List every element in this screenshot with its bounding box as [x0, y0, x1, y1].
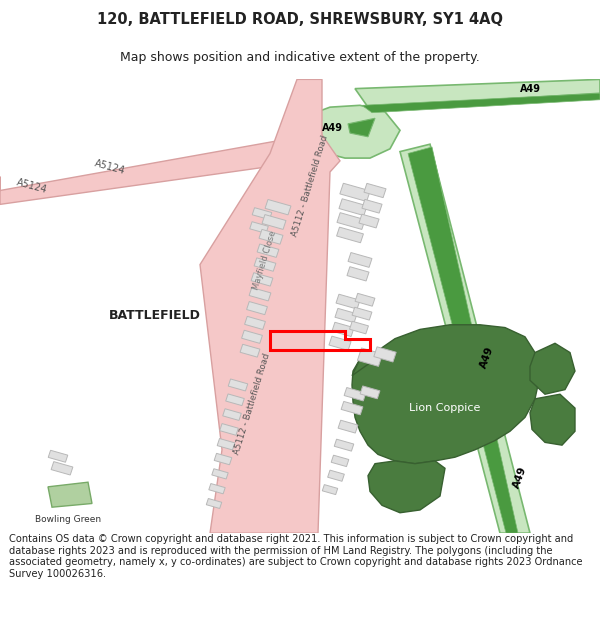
Polygon shape [51, 462, 73, 475]
Polygon shape [206, 499, 222, 509]
Polygon shape [48, 450, 68, 462]
Text: A5124: A5124 [16, 177, 49, 195]
Polygon shape [340, 183, 370, 201]
Polygon shape [328, 470, 344, 481]
Polygon shape [335, 308, 357, 322]
Text: A5124: A5124 [94, 159, 127, 176]
Polygon shape [223, 409, 241, 421]
Text: A49: A49 [322, 122, 343, 132]
Polygon shape [214, 453, 232, 465]
Polygon shape [212, 469, 228, 479]
Polygon shape [228, 379, 248, 391]
Polygon shape [0, 137, 320, 204]
Text: Map shows position and indicative extent of the property.: Map shows position and indicative extent… [120, 51, 480, 64]
Polygon shape [352, 325, 540, 464]
Text: 120, BATTLEFIELD ROAD, SHREWSBURY, SY1 4AQ: 120, BATTLEFIELD ROAD, SHREWSBURY, SY1 4… [97, 12, 503, 28]
Polygon shape [374, 347, 396, 362]
Polygon shape [226, 394, 244, 406]
Polygon shape [48, 482, 92, 508]
Text: Contains OS data © Crown copyright and database right 2021. This information is : Contains OS data © Crown copyright and d… [9, 534, 583, 579]
Polygon shape [348, 118, 375, 137]
Polygon shape [250, 222, 268, 233]
Polygon shape [334, 439, 354, 451]
Polygon shape [262, 214, 286, 229]
Polygon shape [350, 321, 368, 334]
Text: A49: A49 [520, 84, 541, 94]
Polygon shape [245, 316, 265, 329]
Polygon shape [337, 213, 365, 229]
Polygon shape [530, 343, 575, 394]
Text: A49: A49 [511, 465, 529, 490]
Polygon shape [217, 439, 235, 450]
Polygon shape [265, 199, 291, 215]
Polygon shape [362, 93, 600, 112]
Polygon shape [339, 199, 367, 216]
Polygon shape [209, 484, 225, 494]
Polygon shape [344, 388, 366, 401]
Polygon shape [358, 348, 383, 366]
Polygon shape [240, 344, 260, 357]
Polygon shape [242, 330, 262, 343]
Text: Mayfield Close: Mayfield Close [252, 229, 278, 291]
Polygon shape [331, 455, 349, 467]
Polygon shape [249, 288, 271, 301]
Polygon shape [400, 144, 530, 533]
Polygon shape [336, 294, 360, 309]
Text: A5112 - Battlefield Road: A5112 - Battlefield Road [232, 352, 272, 455]
Polygon shape [259, 229, 283, 244]
Polygon shape [254, 258, 276, 271]
Polygon shape [408, 147, 518, 533]
Polygon shape [329, 336, 351, 351]
Polygon shape [359, 214, 379, 228]
Polygon shape [332, 322, 354, 336]
Polygon shape [360, 386, 380, 399]
Polygon shape [200, 79, 340, 533]
Polygon shape [352, 352, 378, 376]
Polygon shape [530, 394, 575, 445]
Polygon shape [368, 461, 445, 512]
Polygon shape [348, 253, 372, 268]
Polygon shape [251, 272, 273, 286]
Polygon shape [257, 244, 279, 258]
Polygon shape [247, 301, 268, 314]
Polygon shape [305, 105, 400, 158]
Polygon shape [347, 267, 369, 281]
Polygon shape [355, 293, 375, 306]
Polygon shape [364, 183, 386, 198]
Text: Bowling Green: Bowling Green [35, 514, 101, 524]
Polygon shape [355, 79, 600, 107]
Text: A49: A49 [478, 345, 496, 369]
Polygon shape [362, 199, 382, 213]
Text: A5112 - Battlefield Road: A5112 - Battlefield Road [290, 134, 330, 238]
Polygon shape [252, 208, 272, 219]
Polygon shape [322, 484, 338, 494]
Polygon shape [338, 420, 358, 433]
Polygon shape [220, 424, 238, 435]
Polygon shape [352, 308, 372, 320]
Text: Lion Coppice: Lion Coppice [409, 403, 481, 413]
Text: BATTLEFIELD: BATTLEFIELD [109, 309, 201, 322]
Polygon shape [341, 401, 363, 415]
Polygon shape [337, 227, 364, 242]
